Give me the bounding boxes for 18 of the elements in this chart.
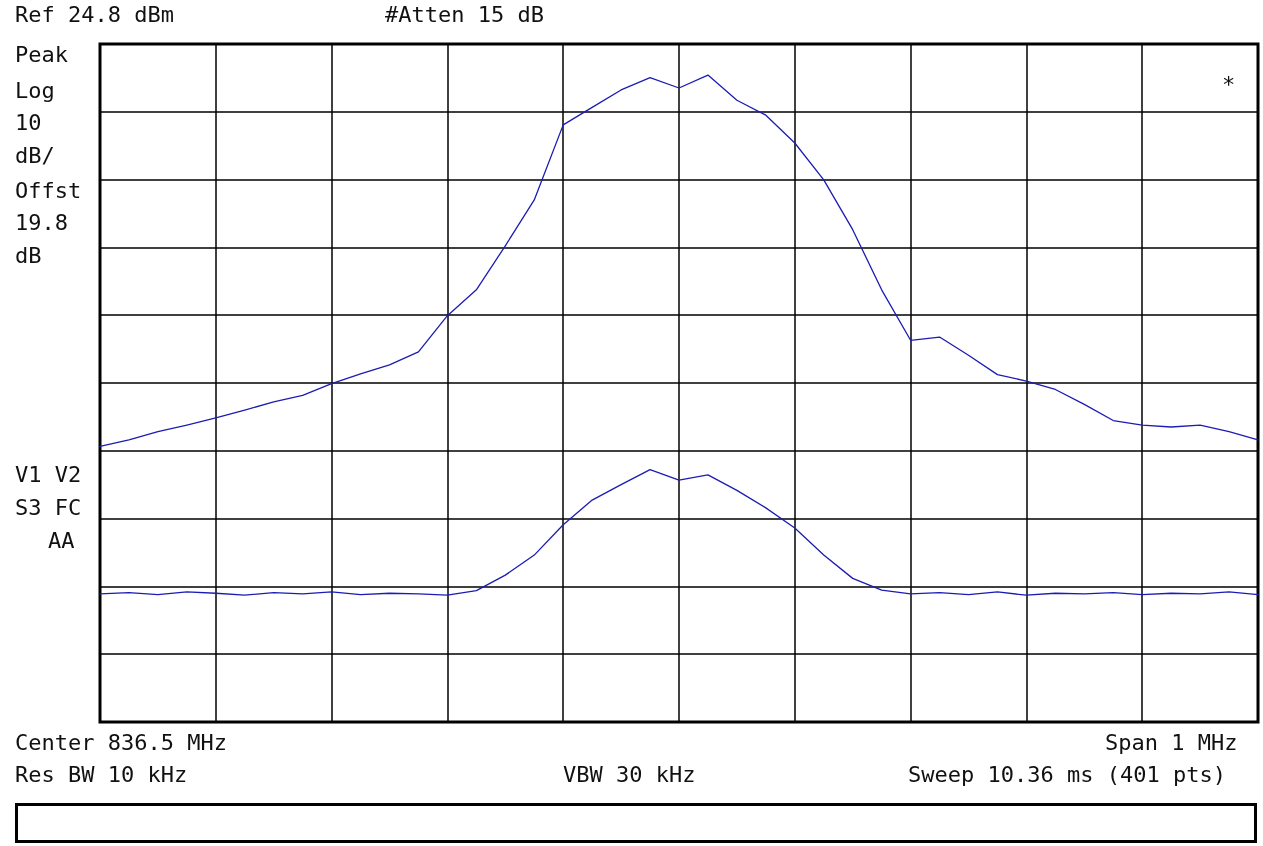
text: Ref 24.8 dBm bbox=[15, 2, 174, 28]
text: Center 836.5 MHz bbox=[15, 730, 227, 756]
text: Peak bbox=[15, 42, 68, 68]
text: Offst bbox=[15, 178, 82, 204]
text: Res BW 10 kHz bbox=[15, 762, 188, 788]
text: V1 V2 bbox=[15, 462, 82, 488]
text: dB/ bbox=[15, 143, 55, 169]
text: #Atten 15 dB bbox=[385, 2, 544, 28]
text: 19.8 bbox=[15, 210, 68, 236]
text: Span 1 MHz bbox=[1105, 730, 1238, 756]
text: Log bbox=[15, 78, 55, 104]
text: VBW 30 kHz bbox=[563, 762, 696, 788]
text: AA bbox=[48, 528, 75, 554]
annotation: * bbox=[1222, 72, 1236, 98]
text: dB bbox=[15, 243, 42, 269]
text: Sweep 10.36 ms (401 pts) bbox=[908, 762, 1226, 788]
text: 10 bbox=[15, 110, 42, 136]
text: S3 FC bbox=[15, 495, 82, 521]
